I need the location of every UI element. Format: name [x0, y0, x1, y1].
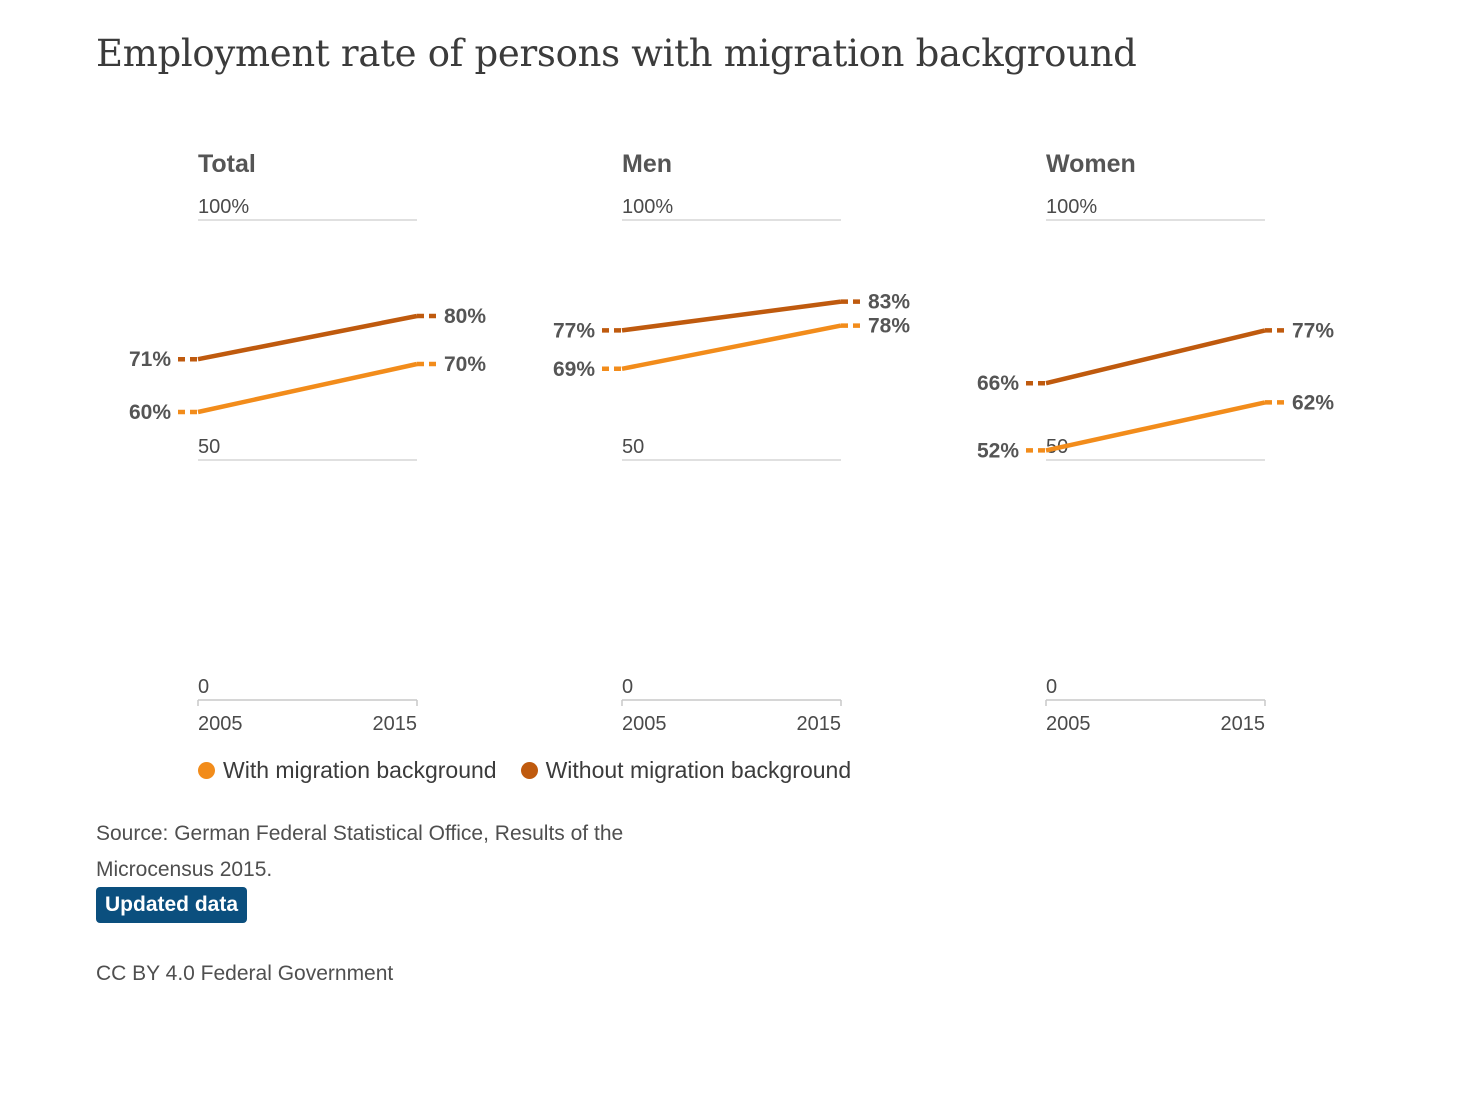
x-tick-label-men-start: 2005 — [622, 713, 667, 735]
x-tick-label-total-start: 2005 — [198, 713, 243, 735]
y-tick-label-men-100: 100% — [622, 196, 673, 218]
data-label-women-without-2005: 66% — [977, 372, 1019, 395]
data-label-men-without-2005: 77% — [553, 319, 595, 342]
source-note: Source: German Federal Statistical Offic… — [96, 822, 624, 881]
data-label-total-with-2005: 60% — [129, 401, 171, 424]
data-label-men-with-2015: 78% — [868, 315, 910, 338]
y-tick-label-women-100: 100% — [1046, 196, 1097, 218]
y-tick-label-total-0: 0 — [198, 676, 209, 698]
updated-data-badge[interactable]: Updated data — [96, 887, 248, 923]
legend-item-without: Without migration background — [520, 757, 852, 784]
page-title: Employment rate of persons with migratio… — [96, 32, 1137, 75]
y-tick-label-men-50: 50 — [622, 436, 644, 458]
data-label-women-with-2005: 52% — [977, 439, 1019, 462]
legend-label-with: With migration background — [223, 757, 497, 783]
x-tick-label-women-end: 2015 — [1221, 713, 1266, 735]
panel-title-men: Men — [622, 150, 672, 178]
legend-dot-with — [198, 762, 215, 779]
y-tick-label-women-0: 0 — [1046, 676, 1057, 698]
y-tick-label-men-0: 0 — [622, 676, 633, 698]
x-tick-label-men-end: 2015 — [797, 713, 842, 735]
series-line-total-without — [197, 313, 418, 362]
panel-title-total: Total — [198, 150, 256, 178]
series-line-men-without — [621, 299, 842, 333]
x-tick-label-total-end: 2015 — [373, 713, 418, 735]
series-line-men-with — [621, 323, 842, 372]
legend-label-without: Without migration background — [545, 757, 852, 783]
data-label-total-with-2015: 70% — [444, 353, 486, 376]
legend: With migration background Without migrat… — [198, 757, 875, 784]
data-label-total-without-2005: 71% — [129, 348, 171, 371]
series-line-women-with — [1045, 400, 1266, 453]
panel-title-women: Women — [1046, 150, 1136, 178]
license-note: CC BY 4.0 Federal Government — [96, 962, 394, 985]
legend-item-with: With migration background — [198, 757, 497, 784]
y-tick-label-total-50: 50 — [198, 436, 220, 458]
small-multiples-chart: Total 100% 50 0 2005 2015 71% 80% 60% 70% Men 100% 5… — [129, 150, 1334, 735]
series-line-total-with — [197, 361, 418, 415]
data-label-women-without-2015: 77% — [1292, 319, 1334, 342]
data-label-men-with-2005: 69% — [553, 358, 595, 381]
data-label-women-with-2015: 62% — [1292, 391, 1334, 414]
series-line-women-without — [1045, 328, 1266, 386]
x-tick-label-women-start: 2005 — [1046, 713, 1091, 735]
data-label-men-without-2015: 83% — [868, 291, 910, 314]
data-label-total-without-2015: 80% — [444, 305, 486, 328]
legend-dot-without — [520, 762, 538, 779]
y-tick-label-total-100: 100% — [198, 196, 249, 218]
